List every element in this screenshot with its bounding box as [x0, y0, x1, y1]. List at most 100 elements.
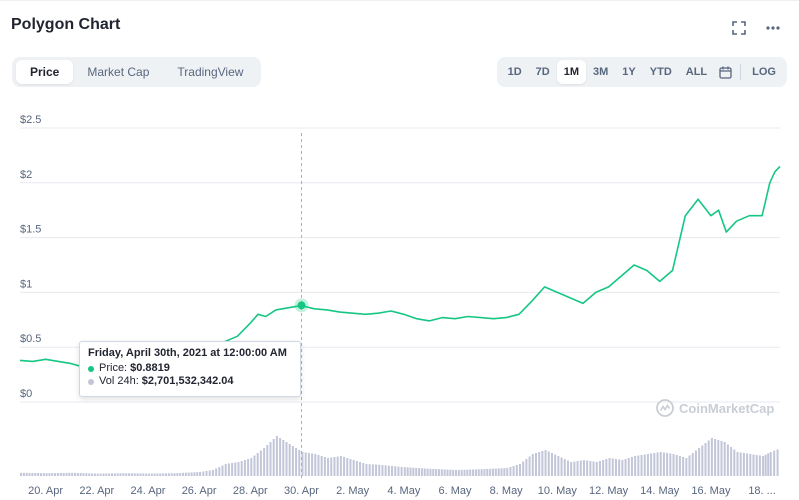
range-7d[interactable]: 7D	[535, 66, 550, 78]
volume-bar	[349, 459, 352, 476]
volume-bar	[500, 468, 503, 476]
volume-bar	[208, 470, 211, 476]
volume-bar	[637, 455, 640, 476]
volume-bar	[723, 442, 726, 476]
tab-price[interactable]: Price	[16, 60, 74, 84]
volume-bar	[755, 455, 758, 476]
volume-bar	[231, 463, 234, 476]
volume-bar	[82, 473, 85, 476]
fullscreen-icon[interactable]	[731, 20, 747, 36]
volume-bar	[522, 461, 525, 476]
volume-bar	[618, 459, 621, 476]
volume-bar	[518, 464, 521, 476]
volume-bar	[480, 469, 483, 476]
volume-bar	[352, 460, 355, 476]
volume-bar	[116, 473, 119, 476]
volume-bar	[266, 445, 269, 476]
volume-bar	[538, 452, 541, 476]
volume-bar	[457, 469, 460, 476]
volume-bar	[182, 472, 185, 476]
tooltip-price-row: Price: $0.8819	[88, 362, 292, 375]
volume-bar	[263, 448, 266, 476]
volume-bar	[426, 468, 429, 476]
volume-bar	[717, 440, 720, 476]
volume-bar	[28, 472, 31, 476]
tab-market-cap[interactable]: Market Cap	[87, 65, 150, 79]
tooltip-volume-label: Vol 24h:	[99, 375, 139, 387]
volume-bar	[443, 469, 446, 476]
volume-bar	[74, 472, 77, 476]
volume-bar	[327, 458, 330, 476]
volume-bar	[31, 472, 34, 476]
volume-bar	[298, 450, 301, 476]
volume-bar	[672, 454, 675, 476]
volume-bar	[579, 460, 582, 476]
range-1y[interactable]: 1Y	[622, 66, 636, 78]
x-tick-label: 10. May	[538, 485, 578, 497]
volume-bar	[627, 458, 630, 476]
volume-bar	[333, 457, 336, 476]
volume-bar	[119, 473, 122, 476]
volume-bar	[387, 465, 390, 476]
volume-bar	[541, 451, 544, 476]
range-ytd[interactable]: YTD	[649, 66, 672, 78]
volume-bar	[624, 459, 627, 476]
volume-bar	[282, 440, 285, 476]
volume-bar	[391, 466, 394, 476]
volume-bar	[205, 471, 208, 476]
volume-bar	[640, 455, 643, 476]
volume-bar	[662, 452, 665, 476]
volume-bar	[218, 467, 221, 476]
volume-bar	[122, 473, 125, 476]
volume-bar	[409, 467, 412, 476]
volume-bar	[758, 455, 761, 476]
volume-bar	[429, 468, 432, 476]
volume-bar	[602, 460, 605, 476]
tooltip-price-label: Price:	[99, 362, 128, 374]
x-tick-label: 2. May	[336, 485, 370, 497]
coinmarketcap-logo-icon	[656, 399, 674, 417]
volume-bar	[45, 473, 48, 476]
price-series-line	[19, 165, 781, 367]
tooltip-date: Friday, April 30th, 2021 at 12:00:00 AM	[88, 347, 287, 359]
volume-bar	[34, 473, 37, 476]
x-tick-label: 22. Apr	[79, 485, 114, 497]
volume-bar	[20, 472, 22, 476]
volume-bar	[420, 468, 423, 476]
range-3m[interactable]: 3M	[593, 66, 609, 78]
volume-bar	[133, 473, 136, 476]
volume-bar	[682, 457, 685, 476]
x-tick-label: 14. May	[640, 485, 680, 497]
volume-bar	[460, 469, 463, 476]
volume-bar	[165, 473, 168, 476]
calendar-icon[interactable]	[714, 60, 736, 84]
volume-bar	[170, 473, 173, 476]
more-icon[interactable]	[765, 20, 781, 36]
volume-bar	[93, 473, 96, 476]
volume-bar	[330, 457, 333, 476]
tooltip-volume-value: $2,701,532,342.04	[141, 375, 234, 387]
volume-bar	[630, 457, 633, 476]
watermark-text: CoinMarketCap	[679, 400, 775, 416]
range-1m[interactable]: 1M	[556, 60, 587, 84]
volume-bar	[250, 458, 253, 476]
range-1d[interactable]: 1D	[507, 66, 522, 78]
volume-bar	[483, 469, 486, 476]
volume-bar	[634, 456, 637, 476]
volume-bar	[418, 468, 421, 476]
volume-bar	[159, 473, 162, 476]
volume-bar	[145, 473, 148, 476]
log-toggle[interactable]: LOG	[752, 66, 776, 78]
volume-bar	[525, 459, 528, 476]
volume-bar	[187, 472, 190, 476]
volume-bar	[193, 472, 196, 476]
volume-bar	[39, 473, 42, 476]
volume-bar	[295, 448, 298, 476]
tab-tradingview[interactable]: TradingView	[177, 65, 244, 79]
range-all[interactable]: ALL	[685, 66, 708, 78]
volume-bar	[190, 472, 193, 476]
x-tick-label: 6. May	[439, 485, 473, 497]
volume-bar	[139, 473, 142, 476]
volume-bar	[179, 472, 182, 476]
